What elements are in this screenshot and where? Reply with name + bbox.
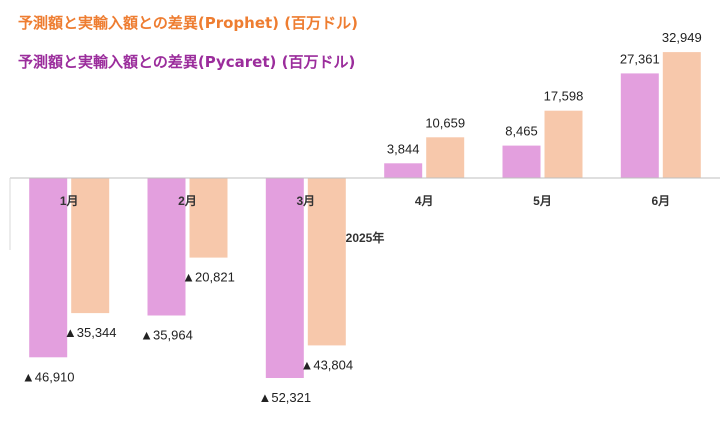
category-tick-label: 4月: [415, 194, 434, 208]
category-tick-label: 5月: [533, 194, 552, 208]
bar-pycaret: [502, 145, 541, 178]
data-label: ▲35,964: [140, 328, 193, 343]
data-label: ▲20,821: [182, 270, 235, 285]
category-tick-label: 3月: [296, 194, 315, 208]
bar-prophet: [544, 110, 583, 178]
data-label: 3,844: [387, 141, 420, 156]
data-label: 10,659: [425, 115, 465, 130]
data-label: 17,598: [544, 89, 584, 104]
bar-prophet: [426, 137, 465, 178]
data-label: ▲52,321: [258, 390, 311, 405]
bar-prophet: [71, 178, 110, 314]
legend-item: 予測額と実輸入額との差異(Prophet) (百万ドル): [18, 14, 358, 32]
category-tick-label: 6月: [651, 194, 670, 208]
data-label: ▲35,344: [64, 325, 117, 340]
bar-pycaret: [384, 163, 423, 178]
bar-prophet: [662, 52, 701, 178]
bar-pycaret: [620, 73, 659, 178]
legend-item: 予測額と実輸入額との差異(Pycaret) (百万ドル): [18, 53, 356, 71]
bar-prophet: [189, 178, 228, 258]
bar-pycaret: [265, 178, 304, 378]
data-label: 27,361: [620, 51, 660, 66]
bar-prophet: [307, 178, 346, 346]
data-label: 8,465: [505, 124, 538, 139]
data-label: ▲46,910: [22, 369, 75, 384]
data-label: ▲43,804: [300, 357, 353, 372]
data-label: 32,949: [662, 30, 702, 45]
category-tick-label: 2月: [178, 194, 197, 208]
category-tick-label: 1月: [60, 194, 79, 208]
bar-pycaret: [147, 178, 186, 316]
bar-pycaret: [29, 178, 68, 358]
x-axis-title: 2025年: [346, 230, 385, 245]
